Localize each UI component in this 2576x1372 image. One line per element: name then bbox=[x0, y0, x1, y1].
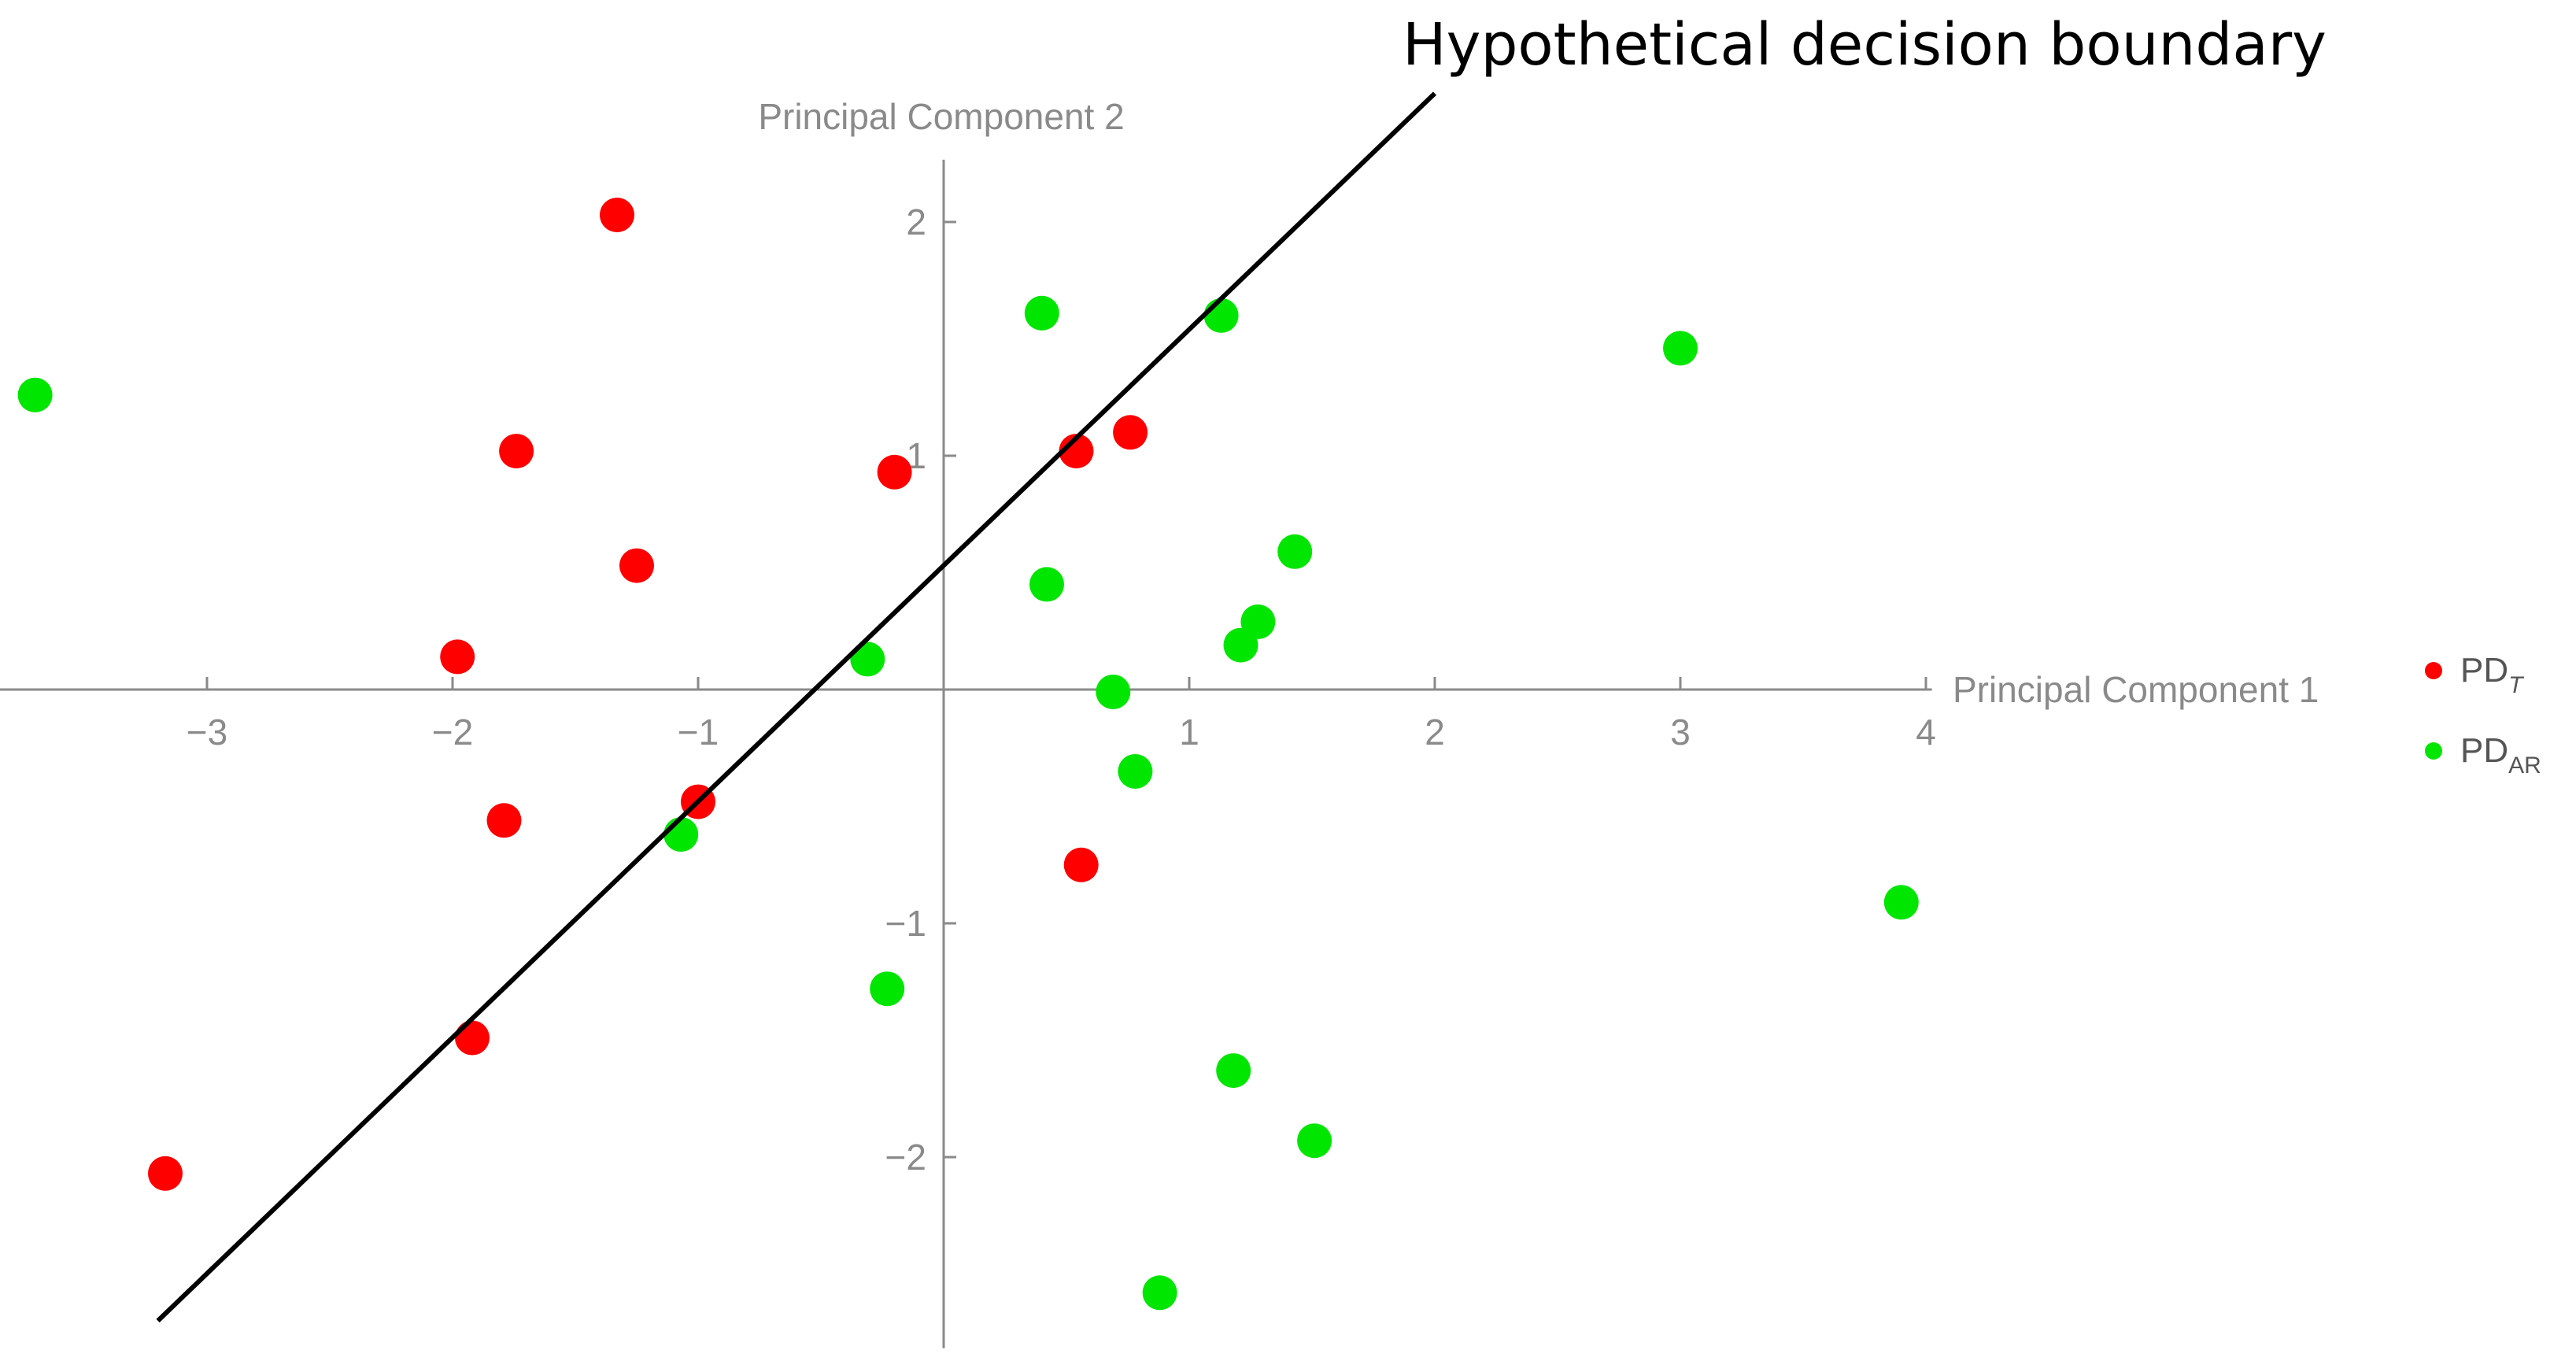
y-tick-label: −1 bbox=[885, 903, 926, 944]
data-point-t bbox=[1063, 847, 1099, 882]
x-tick-label: 4 bbox=[1916, 712, 1936, 753]
data-points bbox=[17, 198, 1919, 1311]
data-point-ar bbox=[17, 377, 53, 412]
legend-label-main: PD bbox=[2460, 731, 2508, 770]
data-point-t bbox=[877, 454, 912, 490]
legend-label-t: PDT bbox=[2460, 651, 2525, 698]
data-point-t bbox=[1059, 434, 1094, 469]
data-point-ar bbox=[1223, 627, 1258, 663]
data-point-t bbox=[600, 198, 634, 233]
data-point-ar bbox=[1029, 567, 1064, 602]
data-point-t bbox=[455, 1020, 490, 1056]
decision-boundary-group: Hypothetical decision boundary bbox=[156, 11, 2327, 1323]
data-point-t bbox=[1113, 415, 1148, 450]
legend-label-subscript: T bbox=[2508, 672, 2525, 698]
data-point-ar bbox=[1096, 675, 1131, 709]
axes: −3 −2 −1 1 2 3 4 −2−112 Principal Component 1 … bbox=[0, 96, 2319, 1348]
legend-label-subscript: AR bbox=[2508, 753, 2541, 778]
x-tick-label: −1 bbox=[678, 712, 719, 753]
x-tick-label: 1 bbox=[1179, 712, 1199, 753]
data-point-t bbox=[499, 434, 534, 469]
y-axis-ticks: −2−112 bbox=[885, 202, 956, 1178]
data-point-ar bbox=[1203, 298, 1239, 333]
legend-marker-ar bbox=[2425, 742, 2442, 760]
data-point-ar bbox=[1663, 331, 1698, 366]
data-point-ar bbox=[663, 817, 699, 852]
data-point-ar bbox=[1277, 534, 1313, 569]
data-point-ar bbox=[870, 971, 905, 1007]
decision-boundary-line bbox=[156, 91, 1437, 1323]
legend-label-main: PD bbox=[2460, 651, 2508, 690]
data-point-ar bbox=[1024, 295, 1059, 331]
x-tick-label: 3 bbox=[1670, 712, 1691, 753]
legend-label-ar: PDAR bbox=[2460, 731, 2541, 778]
data-point-ar bbox=[1142, 1275, 1177, 1311]
data-point-ar bbox=[1297, 1123, 1332, 1159]
data-point-ar bbox=[1883, 885, 1919, 920]
legend-marker-t bbox=[2425, 662, 2442, 679]
decision-boundary-label: Hypothetical decision boundary bbox=[1403, 11, 2327, 79]
data-point-t bbox=[486, 803, 522, 838]
y-axis-title: Principal Component 2 bbox=[758, 96, 1124, 137]
x-tick-label: 2 bbox=[1425, 712, 1445, 753]
data-point-t bbox=[440, 639, 475, 675]
series-ar-points bbox=[17, 295, 1919, 1311]
data-point-t bbox=[148, 1156, 183, 1191]
data-point-t bbox=[619, 548, 654, 583]
data-point-ar bbox=[1216, 1053, 1251, 1089]
x-axis-title: Principal Component 1 bbox=[1953, 669, 2319, 710]
y-tick-label: 2 bbox=[906, 202, 926, 242]
data-point-ar bbox=[850, 642, 885, 677]
series-t-points bbox=[148, 198, 1148, 1191]
x-axis-ticks: −3 −2 −1 1 2 3 4 bbox=[187, 677, 1936, 753]
data-point-ar bbox=[1118, 754, 1153, 789]
x-tick-label: −3 bbox=[187, 712, 227, 753]
x-tick-label: −2 bbox=[432, 712, 473, 753]
y-tick-label: −2 bbox=[885, 1137, 926, 1178]
